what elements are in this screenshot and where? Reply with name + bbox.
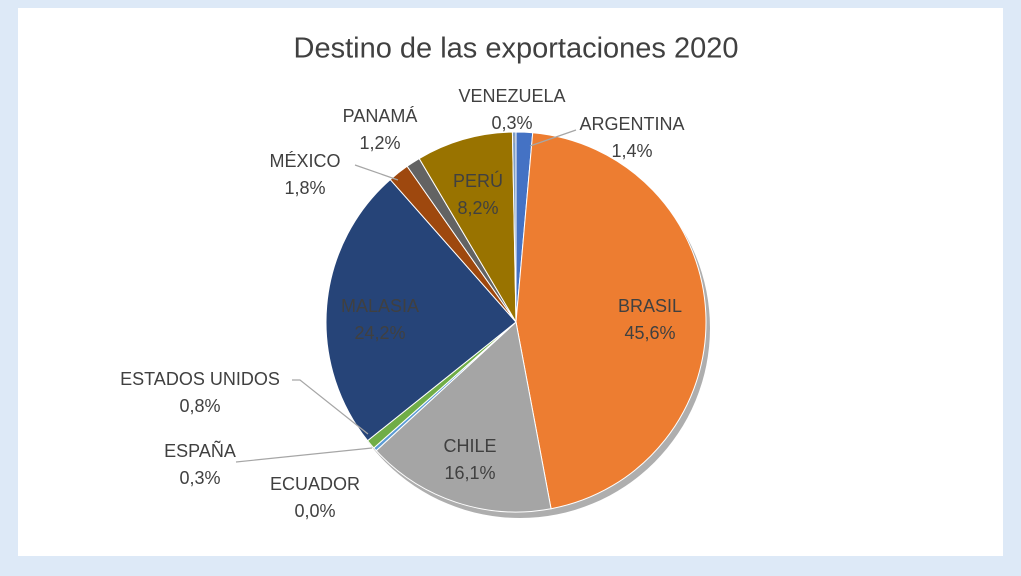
value-label: 1,8% xyxy=(284,178,325,198)
category-label: BRASIL xyxy=(618,296,682,316)
category-label: ECUADOR xyxy=(270,474,360,494)
pie-slice xyxy=(515,132,707,510)
category-label: PERÚ xyxy=(453,170,503,191)
value-label: 0,8% xyxy=(179,396,220,416)
leader-line xyxy=(354,164,399,181)
value-label: 16,1% xyxy=(444,463,495,483)
category-label: ESPAÑA xyxy=(164,440,236,461)
category-label: PANAMÁ xyxy=(343,106,418,126)
value-label: 0,0% xyxy=(294,501,335,521)
pie-slice xyxy=(325,178,517,442)
chart-title: Destino de las exportaciones 2020 xyxy=(294,33,739,65)
value-label: 0,3% xyxy=(491,113,532,133)
value-label: 1,4% xyxy=(611,141,652,161)
value-label: 24,2% xyxy=(354,323,405,343)
category-label: MÉXICO xyxy=(269,151,340,171)
value-label: 0,3% xyxy=(179,468,220,488)
category-label: ESTADOS UNIDOS xyxy=(120,369,280,389)
category-label: CHILE xyxy=(443,436,496,456)
category-label: VENEZUELA xyxy=(458,86,565,106)
leader-lines xyxy=(235,129,577,463)
pie-slice xyxy=(418,131,517,324)
value-label: 8,2% xyxy=(457,198,498,218)
leader-line xyxy=(529,129,577,147)
slices xyxy=(325,131,707,513)
pie-slice xyxy=(511,131,517,323)
leader-line xyxy=(292,379,369,435)
value-label: 45,6% xyxy=(624,323,675,343)
category-label: ARGENTINA xyxy=(579,114,684,134)
category-label: MALASIA xyxy=(341,296,419,316)
pie-slice xyxy=(375,321,552,513)
value-label: 1,2% xyxy=(359,133,400,153)
leader-line xyxy=(235,447,373,463)
